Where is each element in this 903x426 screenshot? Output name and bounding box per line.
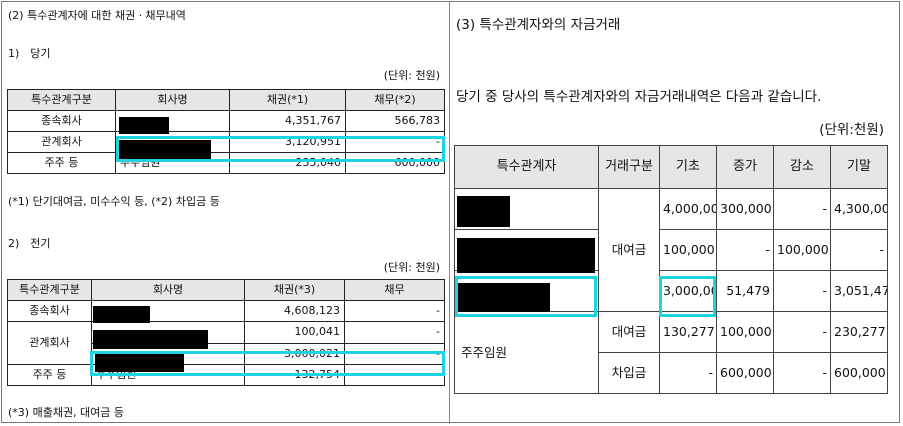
prior-unit: (단위: 천원) — [383, 261, 440, 274]
header-category: 특수관계구분 — [7, 279, 92, 301]
highlight-box — [116, 136, 445, 162]
header-increase: 증가 — [716, 145, 774, 189]
table-row: 종속회사 4,608,123 - — [7, 300, 445, 322]
row-closing: 3,051,479 — [830, 270, 888, 312]
row-receivable: 4,608,123 — [244, 300, 345, 322]
row-transaction-type: 대여금 — [598, 188, 660, 312]
table-header-row: 특수관계구분 회사명 채권(*1) 채무(*2) — [7, 89, 445, 111]
row-closing: 600,000 — [830, 352, 888, 394]
highlight-box — [455, 276, 597, 317]
prior-footnote: (*3) 매출채권, 대여금 등 — [8, 406, 125, 419]
row-decrease: - — [773, 352, 831, 394]
header-company: 회사명 — [115, 89, 230, 111]
row-decrease: 100,000 — [773, 229, 831, 271]
table-row: 종속회사 4,351,767 566,783 — [7, 110, 445, 132]
row-receivable: 4,351,767 — [229, 110, 346, 132]
right-heading: (3) 특수관계자와의 자금거래 — [456, 17, 621, 33]
row-opening: 100,000 — [659, 229, 717, 271]
header-receivable: 채권(*1) — [229, 89, 346, 111]
row-payable: - — [344, 300, 445, 322]
row-decrease: - — [773, 188, 831, 230]
redacted-party — [457, 238, 595, 273]
redacted-party — [457, 196, 510, 227]
row-related-party: 주주임원 — [454, 311, 599, 394]
redacted-company — [119, 117, 169, 134]
row-payable: 566,783 — [345, 110, 445, 132]
row-increase: 100,000 — [716, 311, 774, 353]
table-row: 주주임원 대여금 130,277 100,000 - 230,277 — [454, 311, 888, 394]
redacted-company — [93, 330, 208, 349]
table-row: 대여금 4,000,000 300,000 - 4,300,000 — [454, 188, 888, 312]
row-category: 주주 등 — [7, 364, 92, 386]
left-heading: (2) 특수관계자에 대한 채권ㆍ채무내역 — [8, 9, 186, 22]
table-header-row: 특수관계자 거래구분 기초 증가 감소 기말 — [454, 145, 888, 189]
right-unit: (단위:천원) — [819, 122, 884, 138]
row-opening: 4,000,000 — [659, 188, 717, 230]
row-opening: 130,277 — [659, 311, 717, 353]
header-related-party: 특수관계자 — [454, 145, 599, 189]
row-category: 종속회사 — [7, 300, 92, 322]
table-row: 100,000 - 100,000 - — [454, 229, 888, 271]
row-payable: - — [344, 321, 445, 344]
row-category: 관계회사 — [7, 131, 116, 153]
row-closing: 4,300,000 — [830, 188, 888, 230]
row-transaction-type: 대여금 — [598, 311, 660, 353]
row-transaction-type: 차입금 — [598, 352, 660, 394]
row-opening: - — [659, 352, 717, 394]
fund-transaction-table: 특수관계자 거래구분 기초 증가 감소 기말 대여금 4,000,000 300… — [454, 145, 888, 394]
prior-period-label: 2) 전기 — [8, 237, 51, 250]
header-closing: 기말 — [830, 145, 888, 189]
row-receivable: 100,041 — [244, 321, 345, 344]
row-increase: 600,000 — [716, 352, 774, 394]
row-increase: - — [716, 229, 774, 271]
header-decrease: 감소 — [773, 145, 831, 189]
redacted-company — [95, 354, 184, 372]
row-decrease: - — [773, 311, 831, 353]
row-closing: - — [830, 229, 888, 271]
table-row: 관계회사 100,041 - — [7, 321, 445, 365]
current-footnote: (*1) 단기대여금, 미수수익 등, (*2) 차입금 등 — [8, 195, 220, 208]
redacted-company — [93, 306, 150, 323]
highlight-box — [90, 351, 445, 376]
table-row: 차입금 - 600,000 - 600,000 — [455, 352, 888, 394]
current-unit: (단위: 천원) — [383, 69, 440, 82]
right-intro: 당기 중 당사의 특수관계자와의 자금거래내역은 다음과 같습니다. — [456, 89, 822, 105]
row-decrease: - — [773, 270, 831, 312]
highlight-box — [659, 276, 716, 317]
row-closing: 230,277 — [830, 311, 888, 353]
row-category: 주주 등 — [7, 152, 116, 174]
header-payable: 채무 — [344, 279, 445, 301]
header-receivable: 채권(*3) — [244, 279, 345, 301]
redacted-company — [119, 140, 211, 159]
header-payable: 채무(*2) — [345, 89, 445, 111]
row-increase: 300,000 — [716, 188, 774, 230]
row-category: 관계회사 — [7, 321, 92, 365]
header-category: 특수관계구분 — [7, 89, 116, 111]
column-divider — [449, 1, 450, 424]
header-transaction-type: 거래구분 — [598, 145, 660, 189]
header-company: 회사명 — [91, 279, 245, 301]
table-header-row: 특수관계구분 회사명 채권(*3) 채무 — [7, 279, 445, 301]
row-category: 종속회사 — [7, 110, 116, 132]
redacted-party — [458, 283, 550, 312]
current-period-label: 1) 당기 — [8, 47, 51, 60]
row-increase: 51,479 — [716, 270, 774, 312]
table-row: 주주 등 주주임원 132,754 - — [7, 364, 445, 386]
header-opening: 기초 — [659, 145, 717, 189]
